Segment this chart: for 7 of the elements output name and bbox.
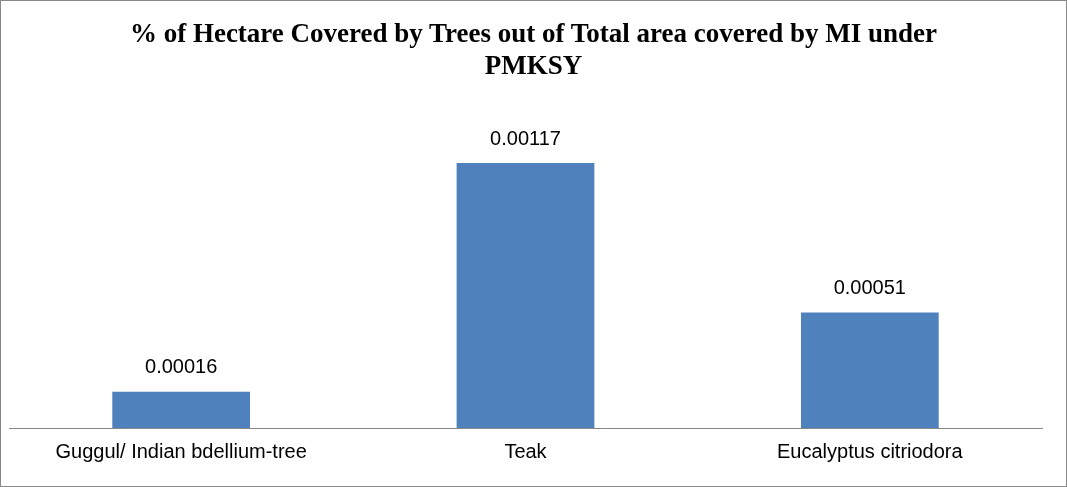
data-label: 0.00117 [490,126,561,149]
data-label: 0.00051 [833,276,906,299]
chart-title: % of Hectare Covered by Trees out of Total area covered by MI under PMKSY [128,17,939,81]
x-tick-label: Teak [504,439,548,462]
data-label: 0.00016 [145,355,218,378]
x-tick-label: Eucalyptus citriodora [777,439,964,462]
x-tick-label: Guggul/ Indian bdellium-tree [55,439,307,462]
